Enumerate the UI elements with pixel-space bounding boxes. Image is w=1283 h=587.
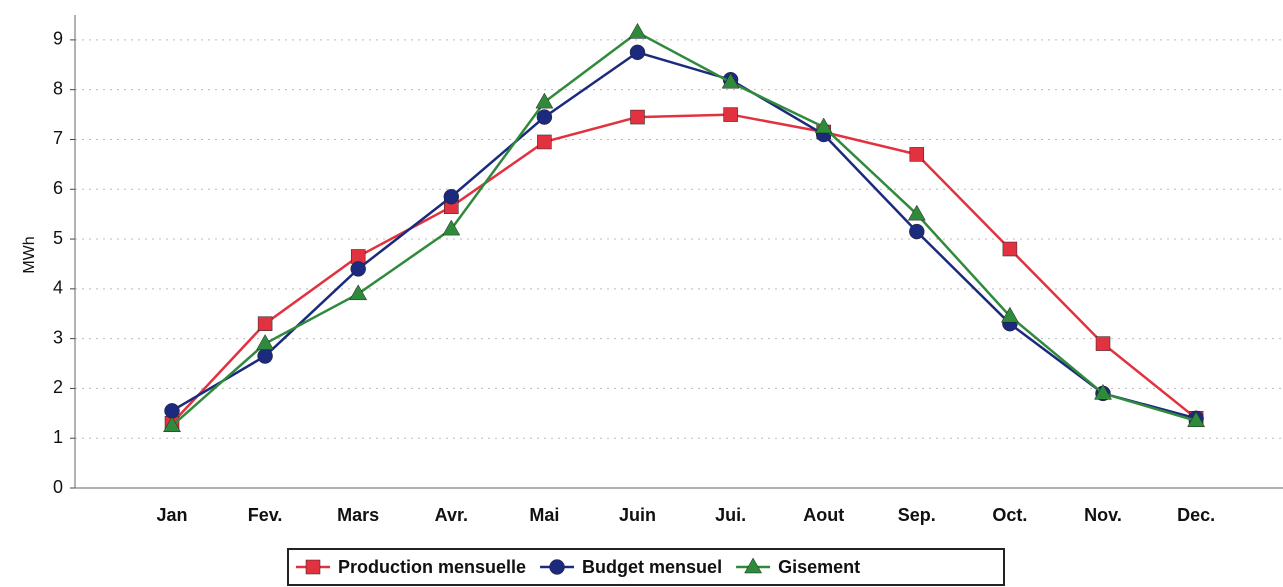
legend-label: Gisement	[778, 557, 860, 577]
x-tick-label: Sep.	[898, 505, 936, 525]
data-point	[1002, 241, 1018, 257]
y-tick-label: 5	[53, 228, 63, 248]
data-point	[628, 22, 647, 39]
y-axis-label: MWh	[21, 236, 38, 273]
legend-label: Budget mensuel	[582, 557, 722, 577]
data-point	[1095, 336, 1111, 351]
data-point	[537, 134, 552, 150]
data-point	[442, 219, 461, 236]
data-point	[164, 403, 180, 419]
y-tick-label: 3	[53, 327, 63, 347]
data-point	[909, 223, 925, 240]
x-tick-label: Mars	[337, 505, 379, 525]
legend-marker	[549, 559, 565, 575]
data-point	[163, 416, 181, 433]
legend-marker	[305, 559, 321, 575]
data-point	[536, 109, 553, 125]
data-point	[535, 92, 554, 109]
x-tick-label: Juin	[619, 505, 656, 525]
y-tick-label: 1	[53, 427, 63, 447]
data-point	[349, 284, 368, 301]
data-point	[630, 109, 645, 125]
x-tick-label: Jan	[156, 505, 187, 525]
y-tick-label: 6	[53, 178, 63, 198]
data-point	[256, 334, 275, 350]
x-tick-label: Mai	[529, 505, 559, 525]
x-tick-label: Nov.	[1084, 505, 1122, 525]
legend-box	[287, 548, 1005, 586]
data-point	[257, 348, 273, 364]
data-point	[350, 261, 366, 277]
y-tick-label: 0	[53, 477, 63, 497]
y-tick-label: 4	[53, 278, 63, 298]
x-tick-label: Avr.	[435, 505, 468, 525]
x-tick-label: Oct.	[992, 505, 1027, 525]
data-point	[814, 117, 833, 134]
y-tick-label: 7	[53, 128, 63, 148]
data-point	[1094, 383, 1112, 400]
x-tick-label: Dec.	[1177, 505, 1215, 525]
series-line	[171, 30, 1197, 427]
data-point	[723, 107, 738, 122]
data-point	[1187, 411, 1206, 428]
x-tick-label: Jui.	[715, 505, 746, 525]
data-point	[721, 72, 740, 89]
data-point	[257, 316, 273, 331]
data-point	[443, 188, 460, 205]
legend-label: Production mensuelle	[338, 557, 526, 577]
legend-marker	[744, 557, 763, 574]
data-point	[909, 147, 925, 162]
y-tick-label: 8	[53, 78, 63, 98]
series-line	[171, 113, 1197, 425]
data-point	[907, 204, 926, 221]
x-tick-label: Aout	[803, 505, 844, 525]
data-point	[1000, 306, 1019, 323]
y-tick-label: 9	[53, 29, 63, 49]
y-tick-label: 2	[53, 377, 63, 397]
x-tick-label: Fev.	[248, 505, 283, 525]
data-point	[629, 44, 646, 61]
series-line	[171, 50, 1197, 420]
